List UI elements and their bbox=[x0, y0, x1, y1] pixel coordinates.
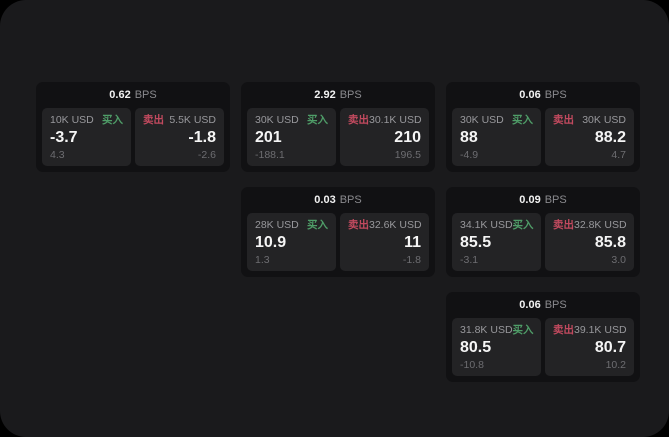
sell-amount: 5.5K USD bbox=[169, 114, 216, 126]
quote-panels: 30K USD 买入 201 -188.1 卖出 30.1K USD 210 1… bbox=[247, 108, 429, 166]
sell-panel[interactable]: 卖出 30.1K USD 210 196.5 bbox=[340, 108, 429, 166]
buy-amount: 10K USD bbox=[50, 114, 94, 126]
buy-panel[interactable]: 30K USD 买入 201 -188.1 bbox=[247, 108, 336, 166]
sell-sub-value: 3.0 bbox=[611, 254, 626, 266]
buy-sub-value: 4.3 bbox=[50, 149, 65, 161]
buy-tag: 买入 bbox=[512, 324, 534, 336]
sell-sub-value: 196.5 bbox=[394, 149, 421, 161]
buy-sub-value: -4.9 bbox=[460, 149, 479, 161]
buy-price: 85.5 bbox=[460, 233, 492, 251]
buy-sub-value: 1.3 bbox=[255, 254, 270, 266]
quote-card: 0.03 BPS 28K USD 买入 10.9 1.3 卖出 32.6K USD… bbox=[241, 187, 435, 277]
sell-amount: 30.1K USD bbox=[369, 114, 422, 126]
quote-card: 0.06 BPS 31.8K USD 买入 80.5 -10.8 卖出 39.1K… bbox=[446, 292, 640, 382]
bps-header: 0.06 BPS bbox=[452, 297, 634, 314]
buy-amount: 34.1K USD bbox=[460, 219, 513, 231]
quote-panels: 10K USD 买入 -3.7 4.3 卖出 5.5K USD -1.8 -2.… bbox=[42, 108, 224, 166]
quote-panels: 31.8K USD 买入 80.5 -10.8 卖出 39.1K USD 80.… bbox=[452, 318, 634, 376]
quote-card: 0.09 BPS 34.1K USD 买入 85.5 -3.1 卖出 32.8K … bbox=[446, 187, 640, 277]
bps-value: 0.09 bbox=[519, 194, 541, 206]
buy-sub-value: -3.1 bbox=[460, 254, 479, 266]
buy-sub-value: -188.1 bbox=[255, 149, 285, 161]
bps-value: 0.06 bbox=[519, 89, 541, 101]
bps-header: 2.92 BPS bbox=[247, 87, 429, 104]
sell-sub-value: -1.8 bbox=[402, 254, 421, 266]
quote-card: 2.92 BPS 30K USD 买入 201 -188.1 卖出 30.1K U… bbox=[241, 82, 435, 172]
sell-price: 210 bbox=[394, 128, 421, 146]
sell-tag: 卖出 bbox=[553, 219, 574, 231]
sell-tag: 卖出 bbox=[348, 114, 369, 126]
bps-label: BPS bbox=[339, 89, 362, 101]
buy-panel[interactable]: 10K USD 买入 -3.7 4.3 bbox=[42, 108, 131, 166]
buy-sub-value: -10.8 bbox=[460, 359, 484, 371]
bps-label: BPS bbox=[544, 194, 567, 206]
sell-amount: 39.1K USD bbox=[574, 324, 627, 336]
buy-panel[interactable]: 31.8K USD 买入 80.5 -10.8 bbox=[452, 318, 541, 376]
buy-price: 88 bbox=[460, 128, 478, 146]
sell-sub-value: -2.6 bbox=[197, 149, 216, 161]
sell-price: 11 bbox=[404, 233, 421, 251]
buy-panel[interactable]: 34.1K USD 买入 85.5 -3.1 bbox=[452, 213, 541, 271]
quote-card: 0.06 BPS 30K USD 买入 88 -4.9 卖出 30K USD 88… bbox=[446, 82, 640, 172]
bps-value: 0.06 bbox=[519, 299, 541, 311]
buy-amount: 30K USD bbox=[255, 114, 299, 126]
sell-amount: 32.6K USD bbox=[369, 219, 422, 231]
sell-panel[interactable]: 卖出 32.8K USD 85.8 3.0 bbox=[545, 213, 634, 271]
bps-label: BPS bbox=[339, 194, 362, 206]
buy-amount: 28K USD bbox=[255, 219, 299, 231]
sell-sub-value: 10.2 bbox=[605, 359, 626, 371]
sell-sub-value: 4.7 bbox=[611, 149, 626, 161]
quote-card: 0.62 BPS 10K USD 买入 -3.7 4.3 卖出 5.5K USD … bbox=[36, 82, 230, 172]
sell-panel[interactable]: 卖出 30K USD 88.2 4.7 bbox=[545, 108, 634, 166]
quote-panels: 28K USD 买入 10.9 1.3 卖出 32.6K USD 11 -1.8 bbox=[247, 213, 429, 271]
sell-panel[interactable]: 卖出 5.5K USD -1.8 -2.6 bbox=[135, 108, 224, 166]
sell-price: 88.2 bbox=[594, 128, 626, 146]
buy-tag: 买入 bbox=[512, 219, 534, 231]
sell-tag: 卖出 bbox=[143, 114, 164, 126]
buy-price: 80.5 bbox=[460, 338, 492, 356]
buy-amount: 30K USD bbox=[460, 114, 504, 126]
buy-tag: 买入 bbox=[307, 114, 328, 126]
bps-label: BPS bbox=[134, 89, 157, 101]
buy-panel[interactable]: 30K USD 买入 88 -4.9 bbox=[452, 108, 541, 166]
quote-panels: 34.1K USD 买入 85.5 -3.1 卖出 32.8K USD 85.8… bbox=[452, 213, 634, 271]
bps-header: 0.03 BPS bbox=[247, 192, 429, 209]
buy-tag: 买入 bbox=[307, 219, 328, 231]
buy-panel[interactable]: 28K USD 买入 10.9 1.3 bbox=[247, 213, 336, 271]
bps-value: 2.92 bbox=[314, 89, 336, 101]
bps-header: 0.09 BPS bbox=[452, 192, 634, 209]
sell-panel[interactable]: 卖出 39.1K USD 80.7 10.2 bbox=[545, 318, 634, 376]
buy-tag: 买入 bbox=[102, 114, 123, 126]
buy-price: 10.9 bbox=[255, 233, 287, 251]
cards-grid: 0.62 BPS 10K USD 买入 -3.7 4.3 卖出 5.5K USD … bbox=[36, 82, 640, 382]
sell-tag: 卖出 bbox=[553, 114, 574, 126]
buy-price: 201 bbox=[255, 128, 282, 146]
bps-header: 0.62 BPS bbox=[42, 87, 224, 104]
bps-header: 0.06 BPS bbox=[452, 87, 634, 104]
bps-label: BPS bbox=[544, 89, 567, 101]
bps-value: 0.62 bbox=[109, 89, 131, 101]
quote-panels: 30K USD 买入 88 -4.9 卖出 30K USD 88.2 4.7 bbox=[452, 108, 634, 166]
buy-amount: 31.8K USD bbox=[460, 324, 513, 336]
bps-value: 0.03 bbox=[314, 194, 336, 206]
sell-amount: 30K USD bbox=[582, 114, 626, 126]
buy-tag: 买入 bbox=[512, 114, 533, 126]
buy-price: -3.7 bbox=[50, 128, 78, 146]
sell-tag: 卖出 bbox=[553, 324, 574, 336]
sell-price: 85.8 bbox=[594, 233, 626, 251]
sell-tag: 卖出 bbox=[348, 219, 369, 231]
bps-label: BPS bbox=[544, 299, 567, 311]
sell-price: 80.7 bbox=[594, 338, 626, 356]
sell-amount: 32.8K USD bbox=[574, 219, 627, 231]
sell-price: -1.8 bbox=[188, 128, 216, 146]
sell-panel[interactable]: 卖出 32.6K USD 11 -1.8 bbox=[340, 213, 429, 271]
